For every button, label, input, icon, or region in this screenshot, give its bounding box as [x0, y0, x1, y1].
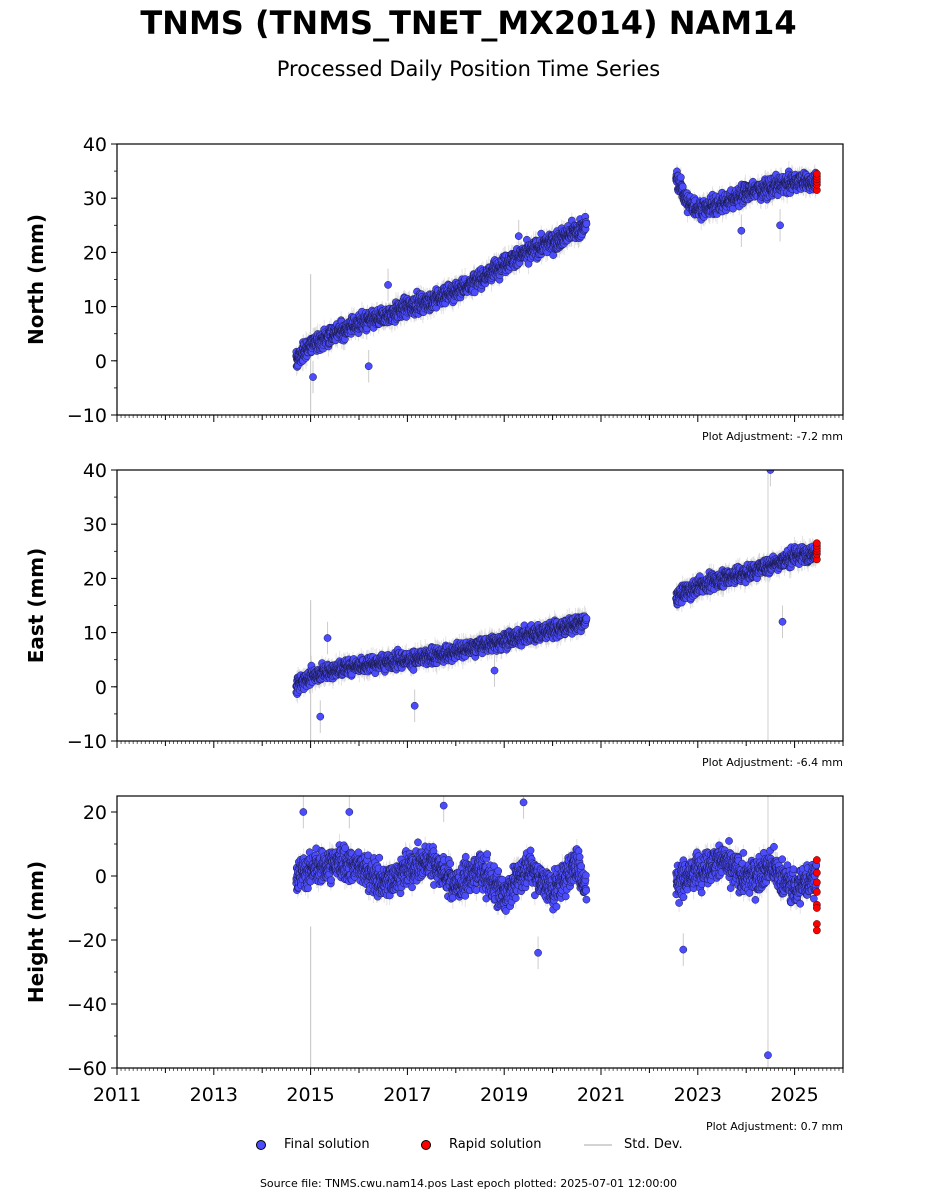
panel-2-data [292, 470, 821, 741]
final-outlier-point [514, 232, 523, 240]
final-outlier-point [776, 221, 784, 230]
final-outlier-point [384, 281, 392, 289]
final-point [582, 219, 591, 228]
plot-adjustment-label: Plot Adjustment: -7.2 mm [702, 430, 843, 443]
y-axis-label: North (mm) [24, 214, 48, 345]
final-point [470, 288, 479, 297]
y-tick-label: 20 [83, 242, 107, 264]
panel-1-data [292, 160, 821, 415]
y-tick-label: 0 [95, 351, 107, 373]
rapid-point [813, 169, 821, 178]
final-outlier-point [737, 226, 746, 235]
chart-title: TNMS (TNMS_TNET_MX2014) NAM14 [140, 4, 797, 42]
panel-1: −10 0 10 20 30 40 North (mm) Plot Adjustment: -… [24, 134, 844, 443]
y-tick-label: −10 [67, 405, 107, 427]
y-tick-label: 10 [83, 297, 107, 319]
final-solution-points [292, 167, 821, 381]
std-dev-bars [295, 470, 817, 741]
y-tick-label: 30 [83, 188, 107, 210]
final-point [677, 173, 685, 182]
rapid-solution-points [813, 169, 821, 194]
y-tick-label: 40 [83, 134, 107, 156]
final-outlier-point [364, 362, 373, 371]
final-outlier-point [309, 373, 317, 381]
chart-subtitle: Processed Daily Position Time Series [276, 57, 661, 81]
